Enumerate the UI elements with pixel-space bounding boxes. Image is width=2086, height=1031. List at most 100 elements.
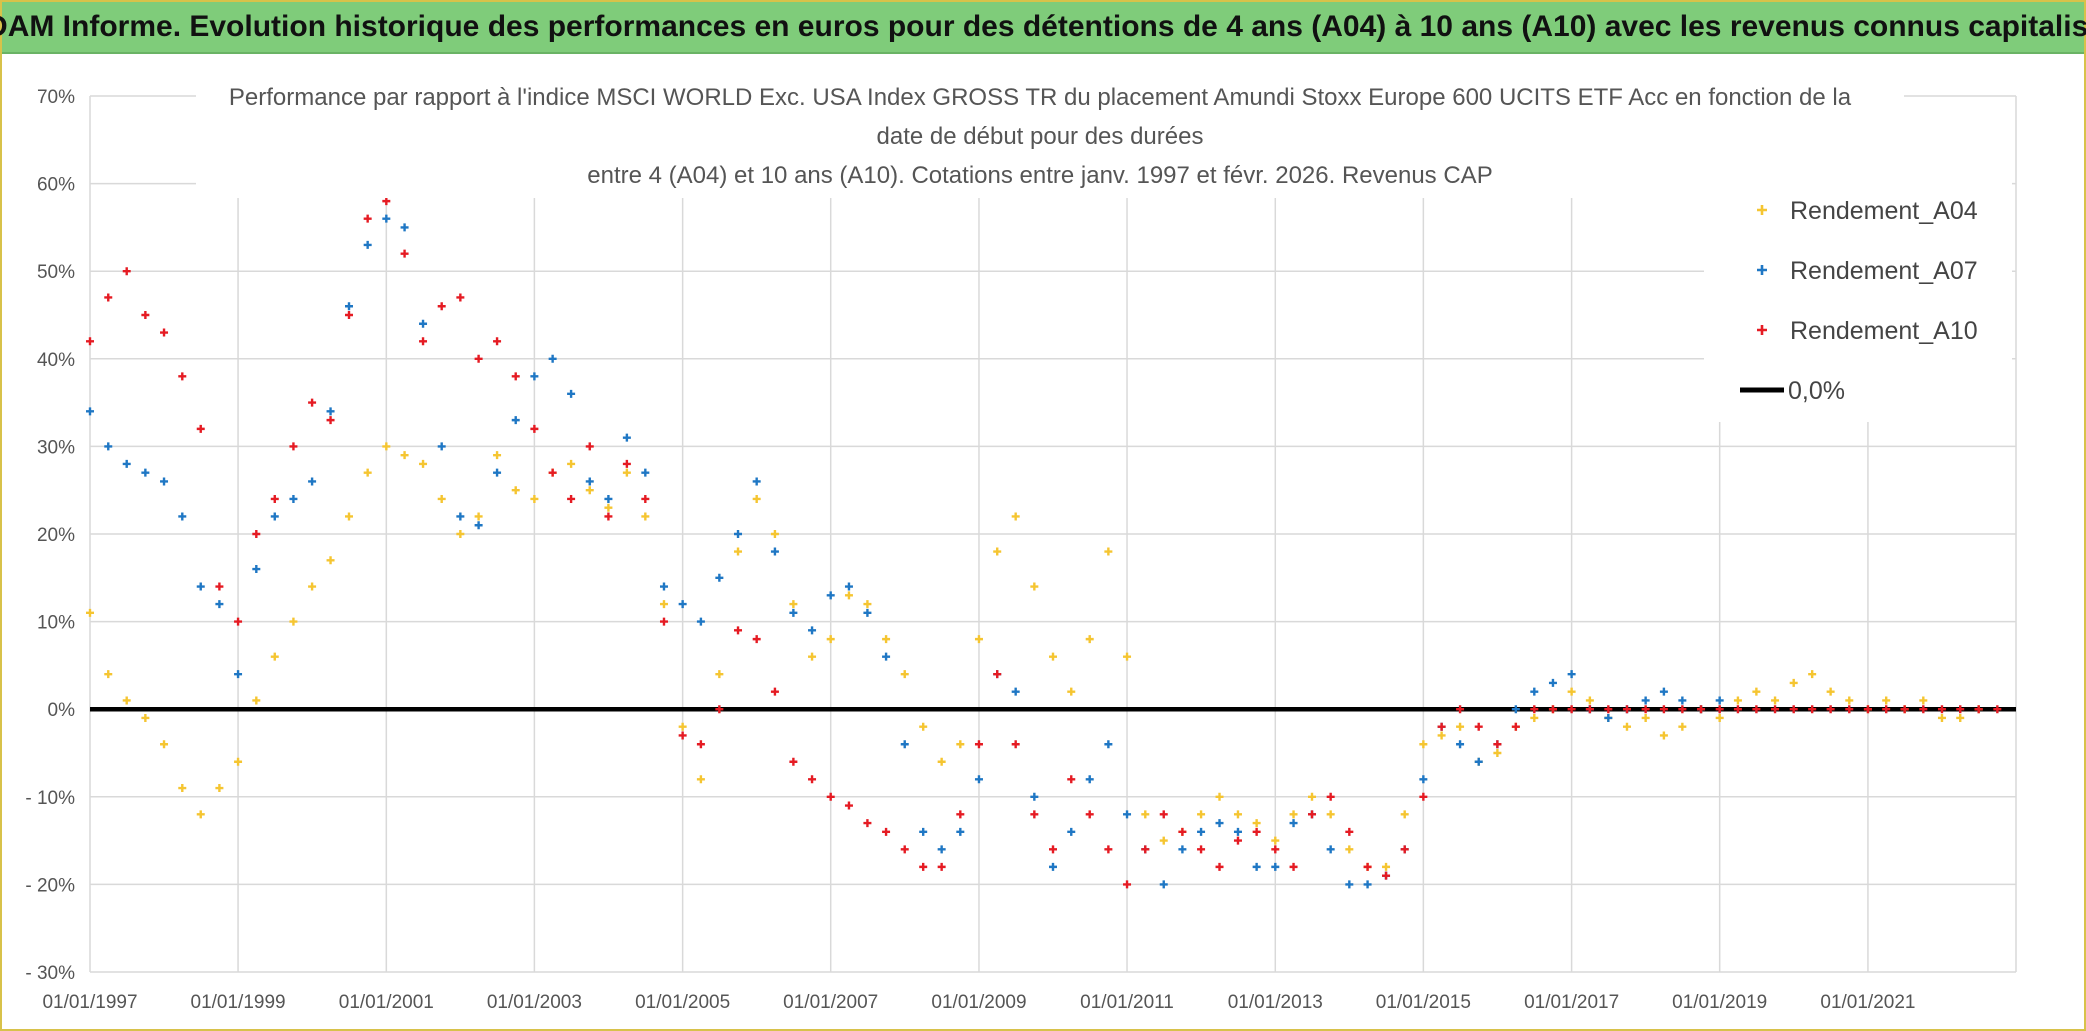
data-point bbox=[289, 494, 298, 503]
data-point bbox=[1197, 845, 1206, 854]
data-point bbox=[141, 311, 150, 319]
data-point bbox=[1178, 827, 1187, 836]
data-point bbox=[511, 416, 520, 425]
data-point bbox=[1715, 713, 1724, 722]
data-point bbox=[715, 705, 724, 714]
data-point bbox=[196, 582, 205, 591]
data-point bbox=[1363, 862, 1372, 871]
data-point bbox=[252, 696, 261, 705]
data-point bbox=[1845, 705, 1854, 714]
data-point bbox=[141, 468, 150, 477]
x-tick-label: 01/01/1999 bbox=[191, 992, 286, 1013]
data-point bbox=[1252, 862, 1261, 871]
data-point bbox=[1178, 845, 1187, 854]
y-tick-label: 30% bbox=[37, 437, 75, 458]
data-point bbox=[1622, 705, 1631, 714]
data-point bbox=[1289, 862, 1298, 871]
data-point bbox=[1030, 582, 1039, 591]
data-point bbox=[1382, 871, 1391, 880]
legend-entry: Rendement_A04 bbox=[1790, 197, 1978, 225]
data-point bbox=[437, 494, 446, 503]
data-point bbox=[289, 442, 298, 451]
data-point bbox=[456, 512, 465, 521]
data-point bbox=[844, 582, 853, 591]
data-point bbox=[1474, 757, 1483, 766]
x-tick-label: 01/01/2017 bbox=[1524, 992, 1619, 1013]
data-point bbox=[1400, 845, 1409, 854]
data-point bbox=[1456, 705, 1465, 714]
data-point bbox=[326, 407, 335, 416]
data-point bbox=[734, 547, 743, 556]
data-point bbox=[1863, 705, 1872, 714]
data-point bbox=[1159, 810, 1168, 819]
series-Rendement_A10 bbox=[86, 197, 2002, 889]
data-point bbox=[400, 223, 409, 232]
data-point bbox=[1678, 705, 1687, 714]
data-point bbox=[937, 757, 946, 766]
data-point bbox=[1956, 713, 1965, 722]
data-point bbox=[1659, 705, 1668, 714]
data-point bbox=[659, 617, 668, 626]
data-point bbox=[715, 670, 724, 679]
data-point bbox=[1456, 740, 1465, 749]
legend-background bbox=[1704, 176, 2012, 422]
data-point bbox=[1456, 722, 1465, 731]
data-point bbox=[474, 521, 483, 530]
data-point bbox=[1900, 705, 1909, 714]
data-point bbox=[1271, 836, 1280, 845]
data-point bbox=[345, 302, 354, 311]
data-point bbox=[1141, 810, 1150, 819]
data-point bbox=[1585, 696, 1594, 705]
data-point bbox=[567, 494, 576, 503]
data-point bbox=[1197, 827, 1206, 836]
data-point bbox=[1659, 687, 1668, 696]
data-point bbox=[178, 512, 187, 521]
data-point bbox=[363, 214, 372, 223]
data-point bbox=[1567, 705, 1576, 714]
data-point bbox=[1308, 810, 1316, 819]
data-point bbox=[641, 494, 650, 503]
data-point bbox=[604, 512, 613, 521]
data-point bbox=[141, 713, 150, 722]
data-point bbox=[585, 442, 594, 451]
legend-marker bbox=[1757, 325, 1767, 335]
data-point bbox=[1215, 819, 1224, 828]
data-point bbox=[956, 810, 965, 819]
data-point bbox=[363, 468, 372, 477]
data-point bbox=[1030, 810, 1039, 819]
data-point bbox=[696, 617, 705, 626]
data-point bbox=[1085, 775, 1094, 784]
data-point bbox=[882, 827, 891, 836]
data-point bbox=[400, 249, 409, 258]
y-tick-label: - 30% bbox=[25, 963, 75, 984]
data-point bbox=[900, 845, 909, 854]
data-point bbox=[1771, 705, 1780, 714]
data-point bbox=[270, 512, 279, 521]
data-point bbox=[1437, 722, 1446, 731]
data-point bbox=[956, 740, 965, 749]
data-point bbox=[770, 547, 779, 556]
y-tick-label: 0% bbox=[48, 700, 76, 721]
data-point bbox=[622, 468, 631, 477]
data-point bbox=[160, 328, 169, 337]
data-point bbox=[493, 451, 502, 460]
data-point bbox=[1419, 775, 1428, 784]
data-point bbox=[326, 556, 335, 565]
data-point bbox=[1530, 713, 1539, 722]
x-tick-label: 01/01/2013 bbox=[1228, 992, 1323, 1013]
data-point bbox=[1011, 740, 1020, 749]
x-tick-label: 01/01/2011 bbox=[1080, 992, 1174, 1013]
legend: Rendement_A04 Rendement_A07 Rendement_A10 0… bbox=[1704, 176, 2012, 422]
data-point bbox=[993, 670, 1002, 679]
data-point bbox=[1715, 705, 1724, 714]
data-point bbox=[1141, 845, 1150, 854]
data-point bbox=[1733, 696, 1742, 705]
data-point bbox=[215, 582, 224, 591]
data-point bbox=[1085, 810, 1094, 819]
data-point bbox=[252, 565, 261, 574]
series-Rendement_A04 bbox=[86, 442, 1983, 871]
data-point bbox=[1808, 705, 1817, 714]
data-point bbox=[752, 477, 761, 486]
data-point bbox=[382, 442, 391, 451]
data-point bbox=[659, 600, 668, 609]
